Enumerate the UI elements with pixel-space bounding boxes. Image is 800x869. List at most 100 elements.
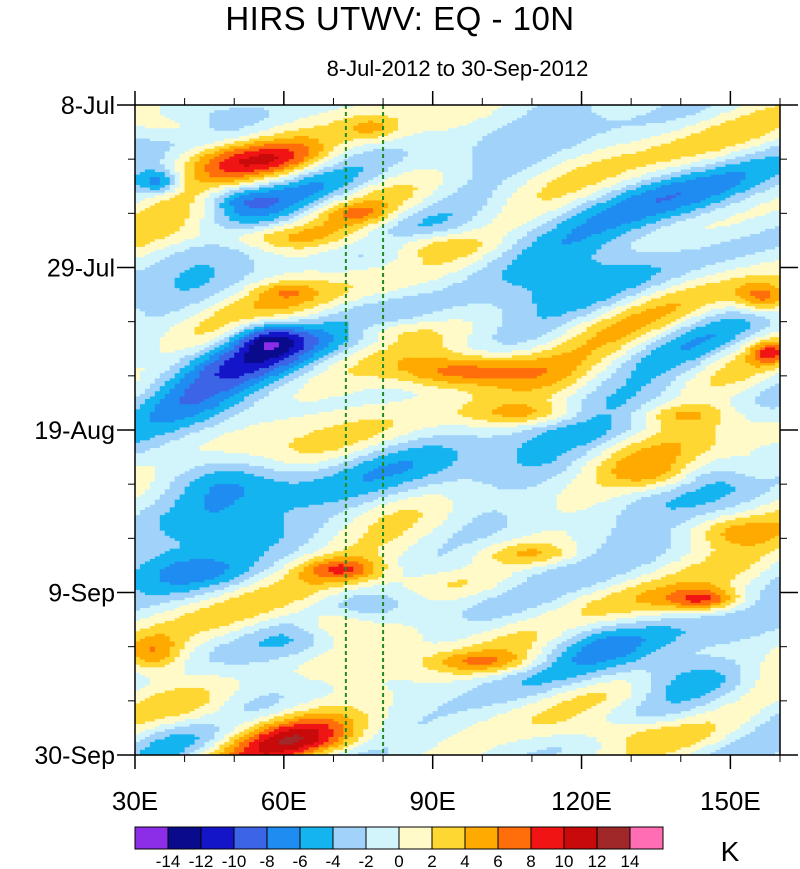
field-cell xyxy=(750,687,780,692)
field-cell xyxy=(492,192,513,196)
field-cell xyxy=(363,143,478,147)
field-cell xyxy=(412,233,449,238)
field-cell xyxy=(254,401,389,405)
field-cell xyxy=(566,404,583,408)
field-cell xyxy=(159,177,171,181)
field-cell xyxy=(288,445,344,449)
field-cell xyxy=(249,406,349,410)
field-cell xyxy=(442,308,503,312)
field-cell xyxy=(720,595,731,599)
field-cell xyxy=(417,329,434,333)
field-cell xyxy=(586,734,632,738)
field-cell xyxy=(492,618,528,622)
field-cell xyxy=(447,538,478,542)
field-cell xyxy=(378,221,389,225)
field-cell xyxy=(313,352,330,356)
field-cell xyxy=(551,329,568,333)
field-cell xyxy=(675,208,697,212)
field-cell xyxy=(556,380,578,385)
field-cell xyxy=(522,682,543,686)
field-cell xyxy=(259,721,275,725)
field-cell xyxy=(571,463,588,467)
field-cell xyxy=(144,721,176,725)
field-cell xyxy=(616,370,632,374)
field-cell xyxy=(680,453,702,457)
field-cell xyxy=(184,662,225,666)
field-cell xyxy=(507,515,617,519)
field-cell xyxy=(288,380,310,385)
field-cell xyxy=(606,378,627,382)
field-cell xyxy=(497,406,533,410)
field-cell xyxy=(164,530,285,534)
field-cell xyxy=(298,375,315,380)
field-cell xyxy=(154,646,171,650)
field-cell xyxy=(536,337,558,341)
field-cell xyxy=(720,350,736,354)
field-cell xyxy=(239,161,270,165)
field-cell xyxy=(700,342,727,346)
field-cell xyxy=(531,675,578,679)
field-cell xyxy=(497,656,518,661)
field-cell xyxy=(388,610,464,614)
field-cell xyxy=(259,280,280,284)
field-cell xyxy=(303,736,320,741)
field-cell xyxy=(135,744,151,748)
field-cell xyxy=(234,326,245,331)
field-cell xyxy=(760,231,780,235)
field-cell xyxy=(343,210,374,214)
field-cell xyxy=(298,481,404,485)
field-cell xyxy=(214,275,245,279)
field-cell xyxy=(636,705,697,710)
field-cell xyxy=(551,393,573,398)
field-cell xyxy=(566,486,657,490)
field-cell xyxy=(660,553,687,557)
field-cell xyxy=(507,522,617,527)
field-cell xyxy=(199,736,215,741)
field-cell xyxy=(353,731,364,735)
field-cell xyxy=(482,589,508,594)
field-cell xyxy=(214,602,290,606)
field-cell xyxy=(268,370,285,374)
field-cell xyxy=(244,399,260,403)
field-cell xyxy=(189,656,211,661)
field-cell xyxy=(541,334,563,338)
field-cell xyxy=(159,659,176,663)
field-cell xyxy=(288,306,315,310)
field-cell xyxy=(333,742,344,746)
field-cell xyxy=(388,290,434,294)
field-cell xyxy=(293,226,315,230)
field-cell xyxy=(194,610,270,614)
field-cell xyxy=(313,569,330,573)
field-cell xyxy=(576,589,598,594)
field-cell xyxy=(710,471,736,475)
field-cell xyxy=(273,380,290,385)
field-cell xyxy=(621,192,642,196)
field-cell xyxy=(641,226,662,230)
field-cell xyxy=(363,731,379,735)
field-cell xyxy=(368,231,389,235)
field-cell xyxy=(249,324,265,328)
field-cell xyxy=(740,331,756,336)
field-cell xyxy=(651,342,667,346)
field-cell xyxy=(135,357,181,361)
field-cell xyxy=(174,479,196,483)
field-cell xyxy=(283,515,335,519)
field-cell xyxy=(576,548,598,552)
field-cell xyxy=(368,558,384,563)
field-cell xyxy=(651,561,672,565)
field-cell xyxy=(695,344,722,349)
field-cell xyxy=(606,117,632,122)
field-cell xyxy=(631,435,652,439)
field-cell xyxy=(526,246,602,251)
field-cell xyxy=(169,646,186,650)
field-cell xyxy=(194,739,211,743)
field-cell xyxy=(318,731,335,735)
field-cell xyxy=(680,169,707,173)
field-cell xyxy=(422,662,444,666)
field-cell xyxy=(670,463,687,467)
field-cell xyxy=(313,239,340,243)
field-cell xyxy=(174,383,191,387)
field-cell xyxy=(591,105,662,109)
field-cell xyxy=(273,468,320,472)
field-cell xyxy=(512,195,538,199)
